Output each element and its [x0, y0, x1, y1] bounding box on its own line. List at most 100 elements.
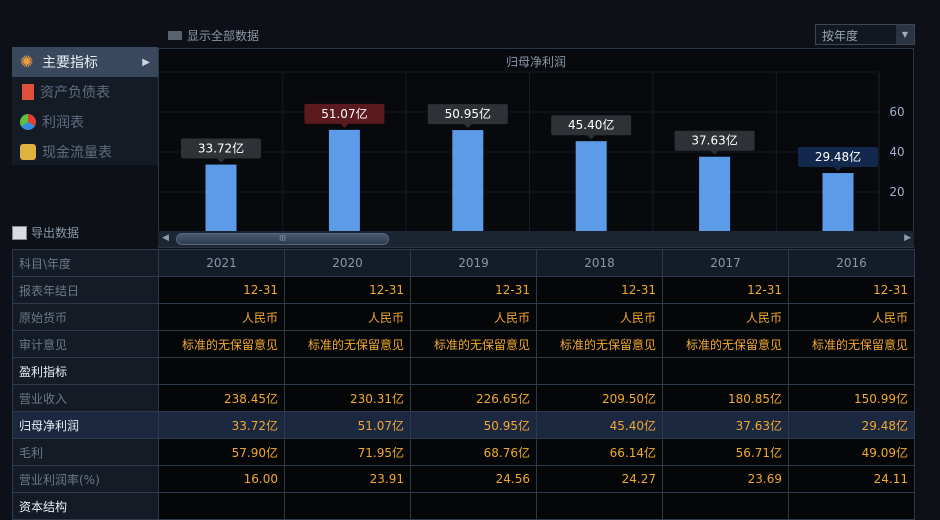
financial-table: 科目\年度 2021 2020 2019 2018 2017 2016 报表年结日 12-31… [12, 249, 915, 520]
table-cell: 人民币 [788, 303, 915, 331]
table-cell: 12-31 [536, 276, 663, 304]
table-cell: 29.48亿 [788, 411, 915, 439]
export-icon [12, 225, 27, 240]
row-label: 报表年结日 [12, 276, 159, 304]
bar-2018 [575, 141, 607, 232]
year-header: 2018 [536, 249, 663, 277]
table-cell: 238.45亿 [158, 384, 285, 412]
table-cell: 24.56 [410, 465, 537, 493]
table-cell: 71.95亿 [284, 438, 411, 466]
period-value: 按年度 [822, 29, 859, 43]
bar-2020 [328, 129, 360, 232]
chart-scrollbar[interactable]: ◀ III ▶ [158, 231, 914, 247]
chart-title: 归母净利润 [505, 55, 566, 69]
table-cell [284, 357, 411, 385]
sidebar: ✺ 主要指标 ▶ 资产负债表 利润表 现金流量表 [12, 47, 158, 165]
table-row[interactable]: 原始货币 人民币 人民币 人民币 人民币 人民币 人民币 [12, 303, 915, 331]
sidebar-item-income-statement[interactable]: 利润表 [12, 107, 158, 137]
coins-icon [20, 144, 36, 160]
data-label-pointer [217, 158, 225, 163]
table-header-label: 科目\年度 [12, 249, 159, 277]
table-cell: 23.69 [662, 465, 789, 493]
table-cell: 37.63亿 [662, 411, 789, 439]
table-cell [662, 357, 789, 385]
table-cell: 68.76亿 [410, 438, 537, 466]
monitor-icon [168, 31, 182, 40]
data-label: 51.07亿 [321, 106, 367, 121]
table-row[interactable]: 毛利 57.90亿 71.95亿 68.76亿 66.14亿 56.71亿 49.09亿 [12, 438, 915, 466]
table-cell: 24.27 [536, 465, 663, 493]
year-header: 2021 [158, 249, 285, 277]
table-row[interactable]: 营业收入 238.45亿 230.31亿 226.65亿 209.50亿 180.85亿 1… [12, 384, 915, 412]
table-cell: 标准的无保留意见 [158, 330, 285, 358]
sidebar-item-cash-flow[interactable]: 现金流量表 [12, 137, 158, 167]
y-tick-label: 40 [889, 145, 904, 159]
table-cell: 标准的无保留意见 [284, 330, 411, 358]
sidebar-item-balance-sheet[interactable]: 资产负债表 [12, 77, 158, 107]
data-label: 33.72亿 [198, 141, 244, 156]
table-cell: 标准的无保留意见 [788, 330, 915, 358]
table-cell: 标准的无保留意见 [410, 330, 537, 358]
row-label: 审计意见 [12, 330, 159, 358]
sidebar-item-main-indicators[interactable]: ✺ 主要指标 ▶ [12, 47, 158, 77]
data-label-pointer [710, 150, 719, 155]
table-cell: 人民币 [158, 303, 285, 331]
table-cell [410, 357, 537, 385]
year-header: 2019 [410, 249, 537, 277]
data-label-bg [427, 104, 508, 125]
table-cell: 12-31 [158, 276, 285, 304]
table-cell: 51.07亿 [284, 411, 411, 439]
data-label-bg [181, 138, 261, 159]
table-row[interactable]: 资本结构 [12, 492, 915, 520]
show-all-data-button[interactable]: 显示全部数据 [168, 27, 259, 44]
year-header: 2017 [662, 249, 789, 277]
row-label: 盈利指标 [12, 357, 159, 385]
table-cell: 人民币 [536, 303, 663, 331]
row-label: 原始货币 [12, 303, 159, 331]
table-cell: 230.31亿 [284, 384, 411, 412]
table-cell [158, 492, 285, 520]
table-cell: 16.00 [158, 465, 285, 493]
scroll-left-icon[interactable]: ◀ [162, 233, 169, 243]
scroll-right-icon[interactable]: ▶ [904, 233, 911, 243]
data-label: 37.63亿 [691, 133, 737, 148]
chevron-down-icon: ▼ [896, 25, 914, 44]
table-cell: 49.09亿 [788, 438, 915, 466]
scrollbar-thumb[interactable]: III [176, 233, 389, 245]
year-header: 2020 [284, 249, 411, 277]
data-label-bg [551, 115, 632, 136]
bar-2019 [452, 130, 484, 232]
table-cell: 66.14亿 [536, 438, 663, 466]
export-data-button[interactable]: 导出数据 [12, 224, 79, 241]
y-tick-label: 20 [889, 185, 904, 199]
show-all-label: 显示全部数据 [187, 29, 260, 43]
asterisk-icon: ✺ [20, 52, 34, 71]
table-cell [662, 492, 789, 520]
table-cell [158, 357, 285, 385]
table-cell: 57.90亿 [158, 438, 285, 466]
data-label-pointer [587, 135, 596, 140]
export-label: 导出数据 [31, 226, 80, 240]
data-label-bg [674, 130, 755, 151]
data-label: 50.95亿 [445, 106, 491, 121]
table-row[interactable]: 审计意见 标准的无保留意见 标准的无保留意见 标准的无保留意见 标准的无保留意见 标准的无… [12, 330, 915, 358]
row-label: 毛利 [12, 438, 159, 466]
table-cell [410, 492, 537, 520]
table-cell [788, 357, 915, 385]
chart-svg: 20 40 60 33.72亿 51.07亿 50.95亿 45.40亿 37.63亿 29.4… [159, 71, 905, 232]
table-row[interactable]: 归母净利润 33.72亿 51.07亿 50.95亿 45.40亿 37.63亿 29.48… [12, 411, 915, 439]
table-cell: 人民币 [410, 303, 537, 331]
table-cell: 标准的无保留意见 [662, 330, 789, 358]
table-cell: 45.40亿 [536, 411, 663, 439]
table-cell: 标准的无保留意见 [536, 330, 663, 358]
cube-icon [20, 114, 36, 130]
table-row[interactable]: 营业利润率(%) 16.00 23.91 24.56 24.27 23.69 24.11 [12, 465, 915, 493]
table-row[interactable]: 盈利指标 [12, 357, 915, 385]
period-select[interactable]: 按年度 ▼ [815, 24, 915, 45]
data-label-bg [798, 147, 878, 168]
table-cell [536, 492, 663, 520]
table-cell: 12-31 [410, 276, 537, 304]
bar-2017 [699, 156, 731, 232]
table-row[interactable]: 报表年结日 12-31 12-31 12-31 12-31 12-31 12-31 [12, 276, 915, 304]
sidebar-item-label: 现金流量表 [42, 145, 112, 161]
